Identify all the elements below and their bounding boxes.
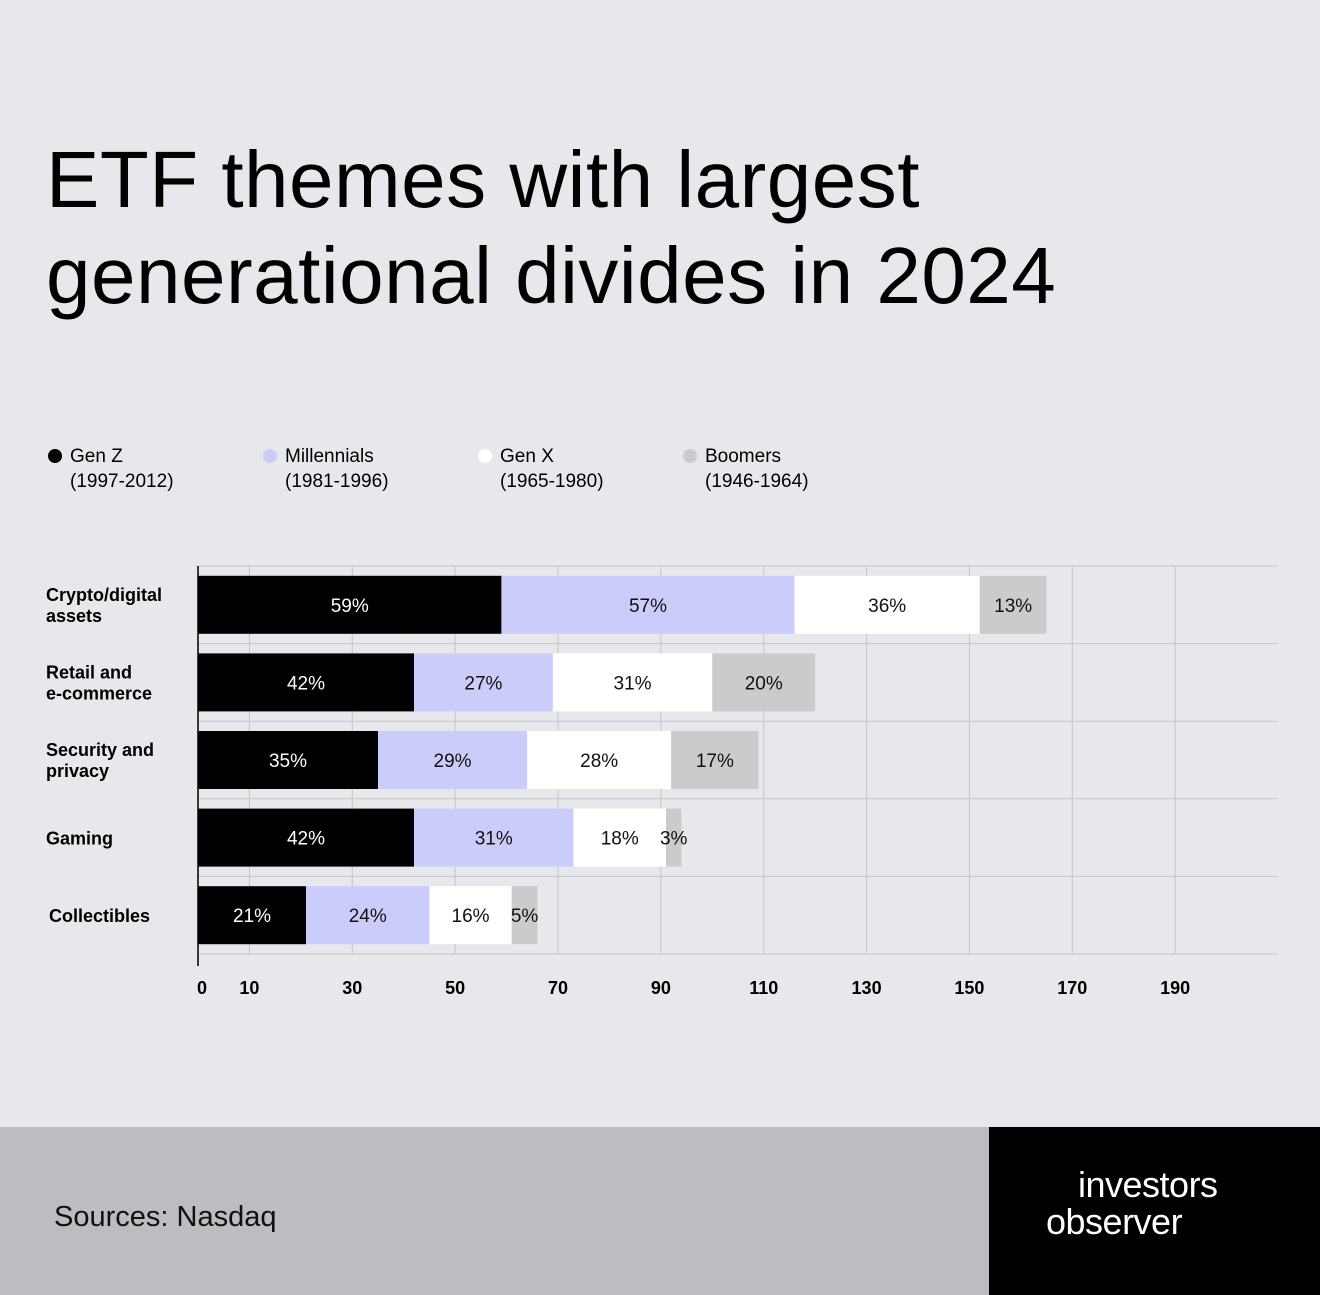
- bar-value-label: 5%: [511, 906, 539, 927]
- category-label-line: privacy: [46, 761, 109, 781]
- bar-segment: [198, 731, 378, 789]
- bar-value-label: 28%: [580, 751, 618, 772]
- bar-segment: [198, 653, 414, 712]
- chart-title: ETF themes with largest generational div…: [46, 132, 1246, 324]
- bar-segment: [552, 653, 713, 712]
- bar-value-label: 20%: [745, 673, 783, 694]
- legend-swatch: [478, 449, 492, 463]
- category-label: Collectibles: [49, 906, 150, 926]
- bar-value-label: 57%: [629, 596, 667, 617]
- bar-value-label: 31%: [475, 829, 513, 850]
- category-label-line: Collectibles: [49, 906, 150, 926]
- bar-value-label: 13%: [994, 596, 1032, 617]
- bar-segment: [198, 808, 414, 867]
- bar-segment: [671, 731, 759, 789]
- bar-value-label: 59%: [331, 596, 369, 617]
- x-tick-label: 0: [197, 978, 207, 998]
- category-label-line: Security and: [46, 740, 154, 760]
- bar-segment: [306, 886, 430, 945]
- bar-segment: [794, 575, 980, 634]
- legend-years: (1946-1964): [705, 471, 809, 492]
- x-tick-label: 70: [548, 978, 568, 998]
- bar-value-label: 42%: [287, 829, 325, 850]
- legend-label: Millennials: [285, 446, 374, 467]
- legend-years: (1997-2012): [70, 471, 174, 492]
- legend-swatch: [683, 449, 697, 463]
- x-tick-label: 90: [651, 978, 671, 998]
- legend-swatch: [48, 449, 62, 463]
- bar-value-label: 3%: [660, 829, 688, 850]
- bar-segment: [501, 575, 795, 634]
- x-tick-label: 30: [342, 978, 362, 998]
- legend-years: (1981-1996): [285, 471, 389, 492]
- x-tick-label: 110: [749, 978, 778, 998]
- bar-segment: [429, 886, 512, 945]
- bar-segment: [511, 886, 538, 945]
- bar-segment: [414, 808, 574, 867]
- x-tick-label: 190: [1160, 978, 1190, 998]
- x-tick-label: 150: [954, 978, 984, 998]
- bar-segment: [666, 808, 682, 867]
- logo-text-line-2: observer: [1046, 1201, 1183, 1242]
- bar-value-label: 16%: [452, 906, 490, 927]
- title-line-1: ETF themes with largest: [46, 135, 920, 224]
- x-tick-label: 10: [239, 978, 259, 998]
- bar-value-label: 21%: [233, 906, 271, 927]
- bar-segment: [198, 886, 306, 945]
- bar-value-label: 24%: [349, 906, 387, 927]
- bar-value-label: 36%: [868, 596, 906, 617]
- bar-value-label: 29%: [434, 751, 472, 772]
- bar-segment: [198, 575, 502, 634]
- category-label-line: Crypto/digital: [46, 585, 162, 605]
- bar-segment: [378, 731, 528, 789]
- bar-segment: [414, 653, 553, 712]
- footer-logo-panel: [989, 1127, 1320, 1295]
- category-label: Security and privacy: [46, 740, 154, 781]
- investors-observer-logo: investors observer: [1046, 1164, 1218, 1242]
- legend: Gen Z (1997-2012) Millennials (1981-1996…: [48, 444, 948, 504]
- bar-segment: [712, 653, 816, 712]
- legend-label: Gen X: [500, 446, 554, 467]
- x-tick-label: 130: [852, 978, 882, 998]
- category-label: Retail and e-commerce: [46, 662, 152, 703]
- category-label-line: assets: [46, 606, 102, 626]
- stacked-bar-chart: 59% 57% 36% 13% Crypto/digital assets 42% 27% 31…: [46, 565, 1278, 998]
- bar-segment: [527, 731, 672, 789]
- x-tick-label: 170: [1057, 978, 1087, 998]
- category-label: Crypto/digital assets: [46, 585, 162, 626]
- title-line-2: generational divides in 2024: [46, 231, 1057, 320]
- bar-segment: [573, 808, 666, 867]
- legend-label: Gen Z: [70, 446, 123, 467]
- bar-value-label: 35%: [269, 751, 307, 772]
- x-tick-label: 50: [445, 978, 465, 998]
- bar-value-label: 31%: [614, 673, 652, 694]
- category-label-line: Gaming: [46, 829, 113, 849]
- bar-value-label: 18%: [601, 829, 639, 850]
- legend-years: (1965-1980): [500, 471, 604, 492]
- footer-source-panel: [0, 1127, 989, 1295]
- source-note: Sources: Nasdaq: [54, 1201, 277, 1233]
- category-label-line: Retail and: [46, 662, 132, 682]
- bar-value-label: 42%: [287, 673, 325, 694]
- category-label: Gaming: [46, 829, 113, 849]
- bar-value-label: 27%: [464, 673, 502, 694]
- legend-swatch: [263, 449, 277, 463]
- logo-text-line-1: investors: [1078, 1164, 1218, 1205]
- bar-value-label: 17%: [696, 751, 734, 772]
- bar-segment: [979, 575, 1047, 634]
- legend-label: Boomers: [705, 446, 782, 467]
- category-label-line: e-commerce: [46, 683, 152, 703]
